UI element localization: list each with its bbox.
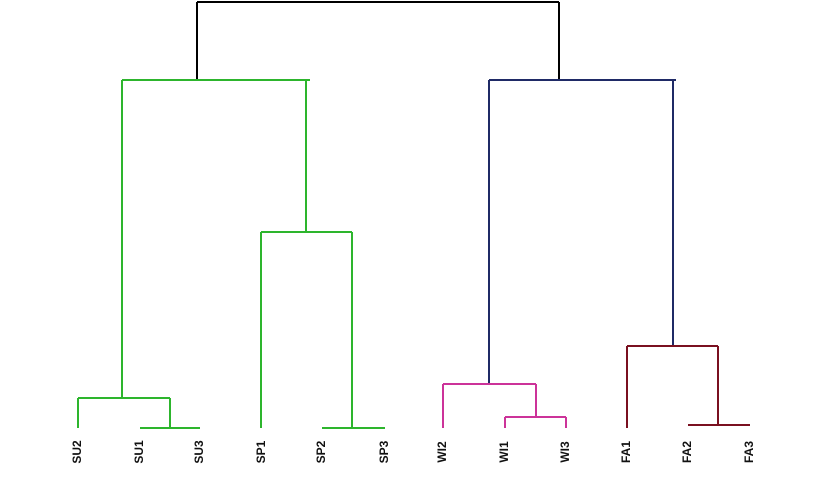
leaf-label: SU3 [192,440,206,464]
leaf-label: WI3 [558,441,572,463]
leaf-label: WI1 [497,441,511,463]
navy-cluster [488,79,676,384]
leaf-label: SP2 [314,440,328,463]
leaf-label: FA3 [742,441,756,463]
leaf-label: WI2 [435,441,449,463]
leaf-label: FA1 [619,441,633,463]
magenta-cluster [442,383,567,428]
green-cluster [77,79,385,429]
root-link [196,1,560,80]
leaf-labels: SU2 SU1 SU3 SP1 SP2 SP3 WI2 WI1 WI3 FA1 … [70,440,756,464]
leaf-label: SU1 [132,440,146,464]
leaf-label: SP3 [377,440,391,463]
leaf-label: SU2 [70,440,84,464]
maroon-cluster [626,345,750,428]
leaf-label: SP1 [254,440,268,463]
leaf-label: FA2 [680,441,694,463]
